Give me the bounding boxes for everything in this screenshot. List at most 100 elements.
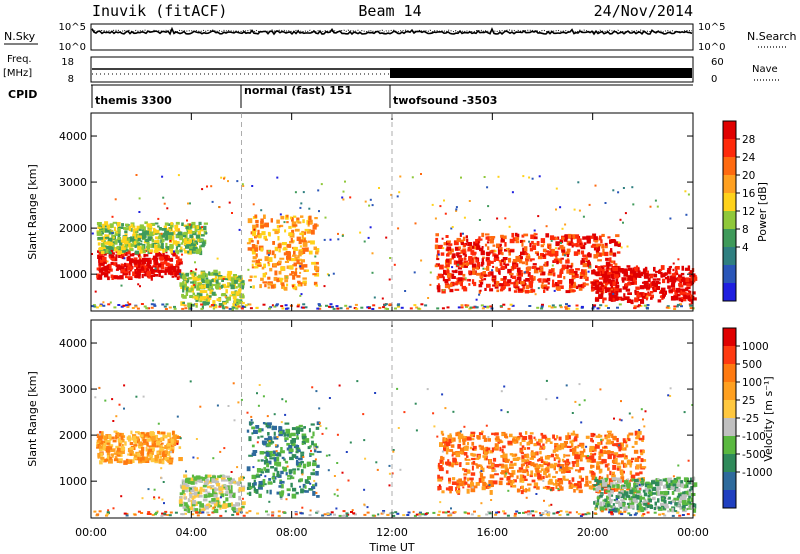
heatmap-cell-4 bbox=[659, 493, 664, 496]
heatmap-ground-cell bbox=[285, 307, 288, 310]
heatmap-cell-1 bbox=[238, 477, 241, 483]
heatmap-cell-3 bbox=[260, 218, 264, 223]
heatmap-speckle bbox=[299, 265, 302, 268]
heatmap-cell-0 bbox=[144, 266, 149, 269]
heatmap-speckle bbox=[645, 298, 648, 301]
heatmap-cell-4 bbox=[450, 281, 455, 287]
heatmap-cell-3 bbox=[628, 432, 634, 436]
heatmap-cell-3 bbox=[466, 469, 471, 474]
heatmap-cell-3 bbox=[572, 451, 576, 455]
heatmap-ground-cell bbox=[344, 304, 348, 307]
heatmap-cell-1 bbox=[112, 221, 118, 224]
heatmap-cell-3 bbox=[511, 453, 517, 457]
heatmap-speckle bbox=[528, 176, 531, 179]
heatmap-cell-1 bbox=[100, 236, 104, 241]
heatmap-cell-2 bbox=[284, 437, 289, 441]
heatmap-cell-0 bbox=[108, 456, 112, 460]
colorbar-segment bbox=[723, 121, 736, 140]
heatmap-cell-3 bbox=[554, 453, 557, 457]
heatmap-cell-5 bbox=[681, 280, 685, 283]
heatmap-cell-3 bbox=[299, 245, 302, 248]
heatmap-cell-2 bbox=[222, 275, 226, 279]
heatmap-cell-0 bbox=[99, 261, 103, 266]
heatmap-ground-cell bbox=[328, 305, 331, 308]
heatmap-cell-3 bbox=[585, 455, 591, 460]
heatmap-cell-3 bbox=[572, 453, 575, 456]
heatmap-ground-cell bbox=[183, 304, 187, 307]
heatmap-cell-2 bbox=[280, 484, 284, 489]
heatmap-cell-3 bbox=[251, 260, 256, 263]
heatmap-cell-0 bbox=[174, 272, 178, 278]
heatmap-cell-0 bbox=[173, 269, 177, 273]
heatmap-cell-3 bbox=[452, 477, 456, 481]
heatmap-speckle bbox=[451, 266, 454, 269]
heatmap-cell-1 bbox=[194, 495, 197, 498]
heatmap-speckle bbox=[478, 293, 481, 296]
heatmap-cell-3 bbox=[565, 454, 571, 457]
heatmap-speckle bbox=[223, 177, 225, 180]
heatmap-speckle bbox=[559, 206, 562, 209]
heatmap-cell-4 bbox=[572, 283, 577, 289]
heatmap-cell-4 bbox=[525, 270, 530, 274]
heatmap-cell-0 bbox=[98, 257, 101, 263]
heatmap-speckle bbox=[511, 191, 514, 194]
heatmap-cell-3 bbox=[555, 471, 558, 474]
heatmap-cell-3 bbox=[284, 279, 289, 283]
heatmap-cell-1 bbox=[137, 243, 143, 246]
heatmap-cell-1 bbox=[132, 228, 138, 234]
heatmap-speckle bbox=[485, 424, 488, 427]
heatmap-ground-cell bbox=[436, 307, 440, 310]
heatmap-cell-1 bbox=[172, 240, 177, 245]
heatmap-cell-1 bbox=[102, 228, 106, 233]
heatmap-cell-4 bbox=[539, 268, 544, 273]
heatmap-cell-3 bbox=[611, 471, 615, 475]
heatmap-cell-1 bbox=[234, 507, 238, 511]
heatmap-cell-3 bbox=[509, 473, 514, 476]
nave-label: Nave bbox=[752, 64, 778, 75]
heatmap-cell-4 bbox=[682, 491, 685, 494]
heatmap-cell-4 bbox=[561, 237, 565, 241]
heatmap-cell-4 bbox=[673, 497, 676, 503]
heatmap-cell-5 bbox=[629, 269, 635, 274]
heatmap-cell-3 bbox=[514, 439, 519, 444]
heatmap-cell-2 bbox=[289, 456, 294, 461]
heatmap-cell-3 bbox=[616, 462, 621, 465]
heatmap-speckle bbox=[478, 219, 481, 221]
heatmap-cell-4 bbox=[593, 484, 598, 487]
heatmap-speckle bbox=[545, 398, 548, 401]
heatmap-ground-cell bbox=[154, 513, 157, 516]
heatmap-cell-4 bbox=[583, 283, 589, 286]
heatmap-speckle bbox=[397, 427, 400, 429]
heatmap-cell-1 bbox=[141, 250, 146, 254]
heatmap-ground-cell bbox=[486, 305, 490, 308]
heatmap-cell-3 bbox=[445, 451, 449, 455]
heatmap-cell-2 bbox=[215, 274, 218, 277]
heatmap-cell-4 bbox=[499, 283, 504, 287]
heatmap-cell-4 bbox=[557, 247, 561, 250]
heatmap-cell-3 bbox=[297, 284, 301, 287]
heatmap-cell-4 bbox=[670, 485, 675, 490]
heatmap-cell-2 bbox=[236, 304, 239, 309]
heatmap-cell-3 bbox=[451, 451, 457, 456]
heatmap-cell-2 bbox=[246, 492, 249, 495]
heatmap-speckle bbox=[294, 191, 297, 194]
heatmap-cell-1 bbox=[97, 242, 101, 246]
heatmap-cell-4 bbox=[651, 492, 656, 495]
heatmap-speckle bbox=[341, 196, 344, 199]
heatmap-cell-3 bbox=[598, 456, 602, 461]
heatmap-speckle bbox=[369, 226, 372, 229]
heatmap-cell-4 bbox=[605, 279, 610, 284]
heatmap-speckle bbox=[112, 236, 115, 239]
heatmap-cell-4 bbox=[510, 282, 515, 285]
heatmap-cell-4 bbox=[446, 253, 450, 257]
heatmap-cell-0 bbox=[170, 438, 174, 444]
heatmap-speckle bbox=[631, 416, 634, 419]
heatmap-cell-2 bbox=[213, 272, 219, 276]
heatmap-cell-1 bbox=[198, 495, 203, 498]
heatmap-cell-4 bbox=[649, 504, 654, 509]
heatmap-cell-3 bbox=[530, 450, 534, 453]
heatmap-cell-3 bbox=[469, 477, 474, 481]
heatmap-ground-cell bbox=[592, 305, 596, 308]
heatmap-cell-4 bbox=[504, 263, 508, 269]
heatmap-ground-cell bbox=[329, 303, 333, 306]
